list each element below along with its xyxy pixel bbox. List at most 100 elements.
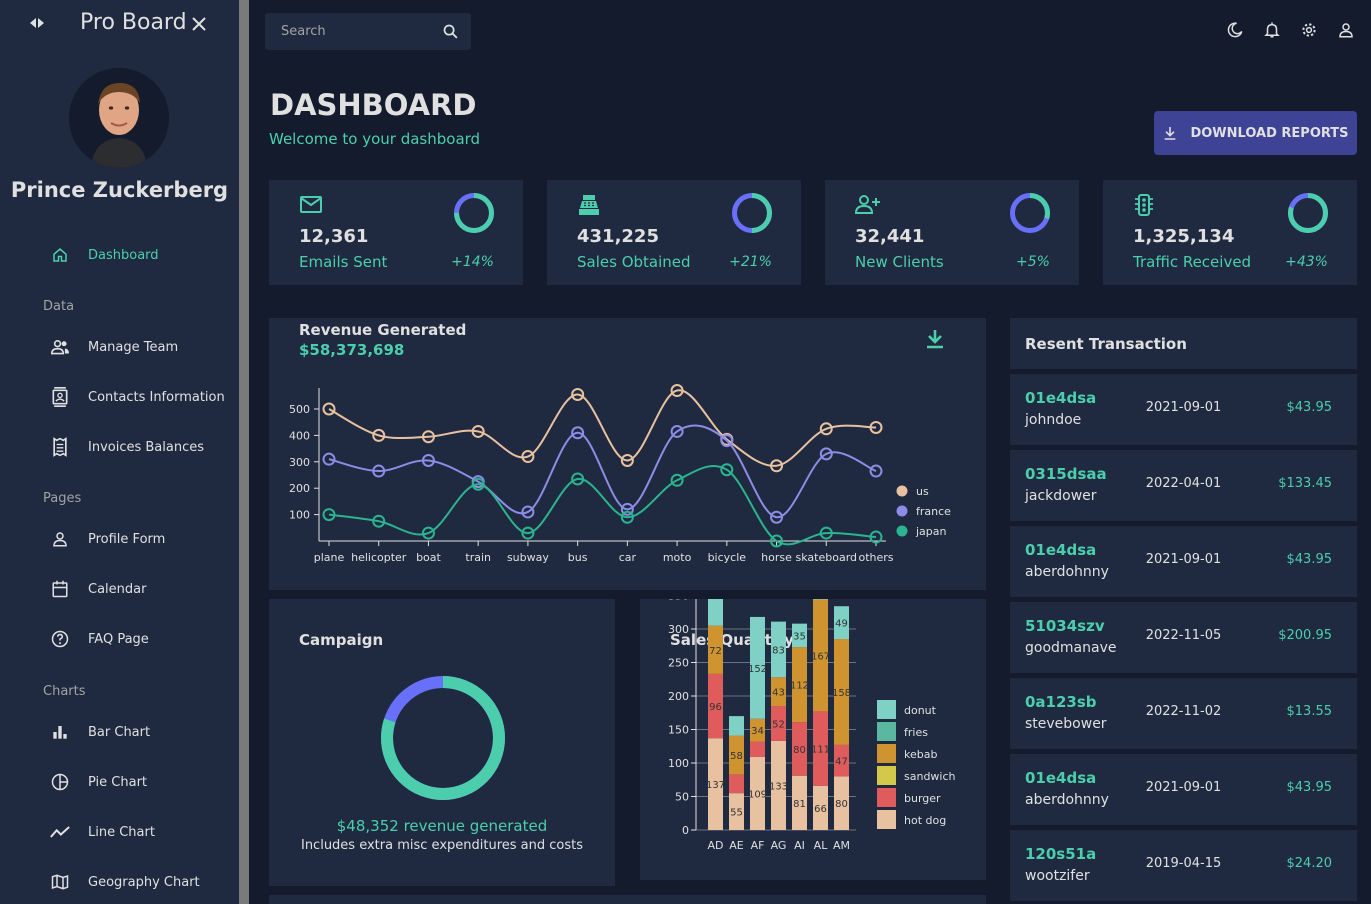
- transaction-date: 2019-04-15: [1145, 856, 1222, 871]
- close-icon[interactable]: [192, 12, 206, 36]
- transaction-user: johndoe: [1025, 412, 1082, 428]
- bar-segment-donut: [792, 623, 807, 648]
- bar-segment-hot-dog: [771, 740, 786, 830]
- legend-label: kebab: [904, 748, 937, 761]
- transaction-cost: $200.95: [1278, 628, 1332, 643]
- user-profile-icon[interactable]: [1337, 21, 1355, 39]
- bar-segment-donut: [834, 606, 849, 640]
- bar-label: 137: [706, 780, 725, 791]
- data-point: [819, 422, 833, 436]
- sidebar-scrollbar[interactable]: [239, 0, 249, 904]
- transaction-date: 2022-11-05: [1145, 628, 1222, 643]
- dark-mode-icon[interactable]: [1226, 21, 1244, 39]
- bar-label: 109: [748, 789, 767, 800]
- y-tick-label: 100: [668, 757, 689, 770]
- bar-label: 35: [793, 631, 806, 642]
- legend-swatch: [877, 766, 896, 785]
- search-icon[interactable]: [442, 23, 459, 44]
- sidebar-item-calendar[interactable]: Calendar: [50, 577, 146, 601]
- sidebar-item-manage-team[interactable]: Manage Team: [50, 335, 178, 359]
- transaction-date: 2022-04-01: [1145, 476, 1222, 491]
- transaction-id: 0a123sb: [1025, 693, 1097, 711]
- data-point: [521, 505, 535, 519]
- sidebar-item-label: FAQ Page: [88, 631, 149, 647]
- transaction-row[interactable]: 0a123sb stevebower 2022-11-02 $13.55: [1010, 678, 1357, 749]
- legend-swatch: [877, 700, 896, 719]
- bar-label: 34: [751, 726, 764, 737]
- legend-label: fries: [904, 726, 928, 739]
- ring-progress: [381, 676, 505, 800]
- bar-segment-kebab: [834, 639, 849, 745]
- transaction-row[interactable]: 01e4dsa johndoe 2021-09-01 $43.95: [1010, 374, 1357, 445]
- transaction-row[interactable]: 120s51a wootzifer 2019-04-15 $24.20: [1010, 830, 1357, 901]
- transaction-row[interactable]: 01e4dsa aberdohnny 2021-09-01 $43.95: [1010, 526, 1357, 597]
- x-tick-label: car: [619, 551, 637, 564]
- line-chart-icon: [50, 822, 70, 842]
- data-point: [571, 472, 585, 486]
- sidebar-item-label: Line Chart: [88, 824, 155, 840]
- settings-icon[interactable]: [1300, 21, 1318, 39]
- bottom-panel: [269, 895, 986, 904]
- sidebar-item-dashboard[interactable]: Dashboard: [50, 243, 159, 267]
- y-tick-label: 350: [668, 599, 689, 603]
- brand-title: Pro Board: [80, 10, 187, 35]
- transaction-row[interactable]: 01e4dsa aberdohnny 2021-09-01 $43.95: [1010, 754, 1357, 825]
- y-tick-label: 500: [289, 403, 310, 416]
- legend-label: sandwich: [904, 770, 956, 783]
- map-icon: [50, 872, 70, 892]
- transaction-row[interactable]: 51034szv goodmanave 2022-11-05 $200.95: [1010, 602, 1357, 673]
- sidebar-item-geography-chart[interactable]: Geography Chart: [50, 870, 200, 894]
- page-title: DASHBOARD: [270, 88, 477, 122]
- bar-label: 72: [709, 646, 722, 657]
- bar-label: 43: [772, 688, 785, 699]
- stat-value: 1,325,134: [1133, 226, 1235, 247]
- campaign-note: Includes extra misc expenditures and cos…: [300, 838, 583, 853]
- person-icon: [50, 529, 70, 549]
- bar-segment-kebab: [771, 677, 786, 707]
- data-point: [421, 453, 435, 467]
- sidebar-toggle-icon[interactable]: [28, 15, 46, 31]
- sidebar-item-pie-chart[interactable]: Pie Chart: [50, 770, 147, 794]
- transaction-id: 0315dsaa: [1025, 465, 1107, 483]
- y-tick-label: 150: [668, 724, 689, 737]
- y-tick-label: 100: [289, 509, 310, 522]
- notifications-icon[interactable]: [1263, 21, 1281, 39]
- sidebar-item-bar-chart[interactable]: Bar Chart: [50, 720, 150, 744]
- sidebar-item-profile-form[interactable]: Profile Form: [50, 527, 165, 551]
- sidebar-item-faq[interactable]: FAQ Page: [50, 627, 149, 651]
- bar-label: 112: [790, 681, 809, 692]
- download-reports-button[interactable]: DOWNLOAD REPORTS: [1154, 111, 1357, 155]
- contacts-icon: [50, 387, 70, 407]
- ring-progress: [1010, 193, 1050, 233]
- transaction-row[interactable]: 0315dsaa jackdower 2022-04-01 $133.45: [1010, 450, 1357, 521]
- data-point: [372, 514, 386, 528]
- download-icon[interactable]: [925, 328, 945, 354]
- x-tick-label: bus: [568, 551, 588, 564]
- sidebar-item-label: Pie Chart: [88, 774, 148, 790]
- x-tick-label: skateboard: [796, 551, 858, 564]
- transaction-cost: $13.55: [1286, 704, 1333, 719]
- bar-segment-kebab: [750, 718, 765, 742]
- sidebar-item-line-chart[interactable]: Line Chart: [50, 820, 155, 844]
- sidebar-item-label: Bar Chart: [88, 724, 151, 740]
- stat-card-clients: 32,441 New Clients +5%: [825, 180, 1079, 285]
- x-tick-label: AI: [794, 839, 805, 852]
- x-tick-label: AD: [708, 839, 724, 852]
- page-subtitle: Welcome to your dashboard: [269, 130, 481, 148]
- transaction-id: 01e4dsa: [1025, 541, 1097, 559]
- bar-segment-donut: [771, 621, 786, 678]
- transaction-user: goodmanave: [1025, 640, 1117, 656]
- legend-label: donut: [904, 704, 937, 717]
- search-input[interactable]: Search: [265, 13, 471, 50]
- campaign-title: Campaign: [299, 631, 384, 649]
- sidebar-item-contacts[interactable]: Contacts Information: [50, 385, 225, 409]
- data-point: [670, 424, 684, 438]
- sidebar-item-label: Dashboard: [88, 247, 159, 263]
- section-label-charts: Charts: [43, 684, 86, 699]
- bar-segment-hot-dog: [729, 793, 744, 830]
- transactions-header: Resent Transaction: [1010, 318, 1357, 369]
- data-point: [571, 387, 585, 401]
- legend-swatch: [896, 485, 908, 497]
- sidebar-item-label: Calendar: [88, 581, 147, 597]
- sidebar-item-invoices[interactable]: Invoices Balances: [50, 435, 204, 459]
